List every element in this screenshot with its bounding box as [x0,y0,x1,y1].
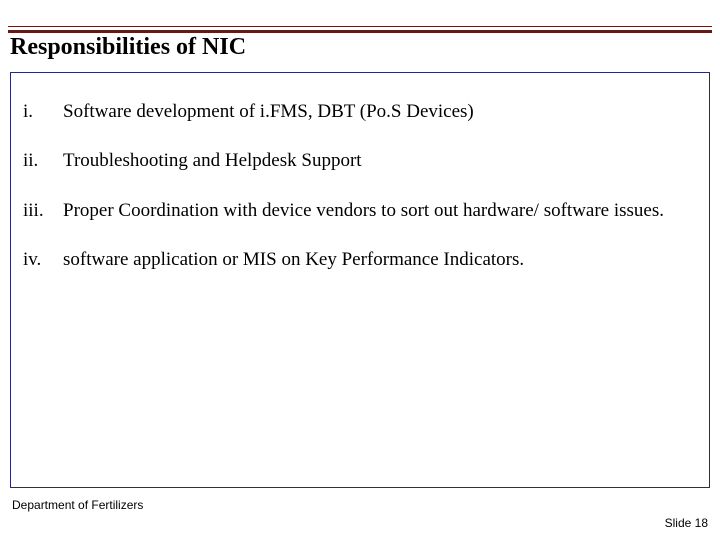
list-text: Proper Coordination with device vendors … [63,186,697,235]
list-item: iv. software application or MIS on Key P… [23,235,697,284]
slide-title: Responsibilities of NIC [10,34,246,61]
header-rule-thick [8,30,712,33]
footer-left: Department of Fertilizers [12,498,143,512]
footer-slide-number: Slide 18 [665,516,708,530]
list-item: iii. Proper Coordination with device ven… [23,186,697,235]
list-item: ii. Troubleshooting and Helpdesk Support [23,136,697,185]
list-marker: iv. [23,235,63,284]
slide: Responsibilities of NIC i. Software deve… [0,0,720,540]
list-text: software application or MIS on Key Perfo… [63,235,697,284]
list-item: i. Software development of i.FMS, DBT (P… [23,87,697,136]
responsibilities-list: i. Software development of i.FMS, DBT (P… [23,87,697,285]
list-marker: i. [23,87,63,136]
list-text: Troubleshooting and Helpdesk Support [63,136,697,185]
list-marker: iii. [23,186,63,235]
list-marker: ii. [23,136,63,185]
header-rule-thin [8,26,712,27]
list-text: Software development of i.FMS, DBT (Po.S… [63,87,697,136]
content-box: i. Software development of i.FMS, DBT (P… [10,72,710,488]
